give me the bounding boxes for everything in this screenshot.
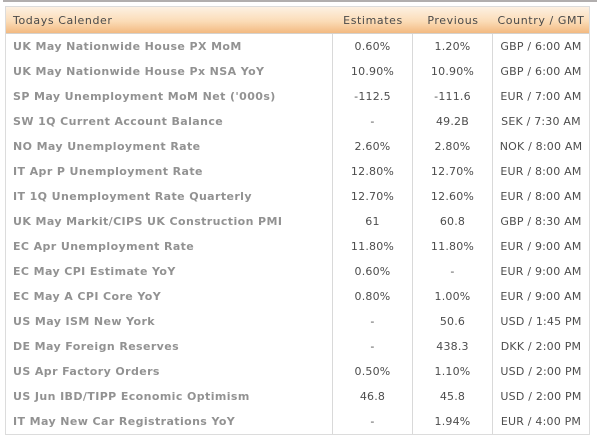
estimate-value: -	[333, 109, 413, 134]
table-row: US May ISM New York - 50.6 USD / 1:45 PM	[6, 309, 589, 334]
previous-value: 12.60%	[413, 184, 493, 209]
previous-value: -	[413, 259, 493, 284]
country-gmt: EUR / 9:00 AM	[500, 290, 582, 303]
previous-value: 11.80%	[413, 234, 493, 259]
country-gmt: GBP / 6:00 AM	[500, 65, 582, 78]
estimate-value: -	[333, 309, 413, 334]
table-row: US Jun IBD/TIPP Economic Optimism 46.8 4…	[6, 384, 589, 409]
country-gmt: USD / 2:00 PM	[500, 390, 582, 403]
table-row: NO May Unemployment Rate 2.60% 2.80% NOK…	[6, 134, 589, 159]
table-row: IT May New Car Registrations YoY - 1.94%…	[6, 409, 589, 434]
table-header-row: Todays Calender Estimates Previous Count…	[6, 7, 589, 34]
event-name: UK May Nationwide House Px NSA YoY	[6, 59, 333, 84]
table-row: US Apr Factory Orders 0.50% 1.10% USD / …	[6, 359, 589, 384]
estimate-value: 0.50%	[333, 359, 413, 384]
event-name: IT 1Q Unemployment Rate Quarterly	[6, 184, 333, 209]
country-gmt: EUR / 8:00 AM	[500, 165, 582, 178]
previous-value: 10.90%	[413, 59, 493, 84]
event-name: SP May Unemployment MoM Net ('000s)	[6, 84, 333, 109]
column-header-estimates: Estimates	[343, 13, 403, 27]
estimate-value: -112.5	[333, 84, 413, 109]
country-gmt: EUR / 9:00 AM	[500, 265, 582, 278]
event-name: NO May Unemployment Rate	[6, 134, 333, 159]
previous-value: 1.00%	[413, 284, 493, 309]
previous-value: 1.10%	[413, 359, 493, 384]
estimate-value: 12.70%	[333, 184, 413, 209]
estimate-value: 2.60%	[333, 134, 413, 159]
event-name: EC Apr Unemployment Rate	[6, 234, 333, 259]
previous-value: 1.20%	[413, 34, 493, 59]
estimate-value: 0.80%	[333, 284, 413, 309]
country-gmt: NOK / 8:00 AM	[499, 140, 583, 153]
top-divider	[3, 0, 597, 2]
country-gmt: EUR / 9:00 AM	[500, 240, 582, 253]
table-row: UK May Nationwide House PX MoM 0.60% 1.2…	[6, 34, 589, 59]
country-gmt: EUR / 8:00 AM	[500, 190, 582, 203]
table-row: EC May A CPI Core YoY 0.80% 1.00% EUR / …	[6, 284, 589, 309]
event-name: EC May A CPI Core YoY	[6, 284, 333, 309]
table-row: DE May Foreign Reserves - 438.3 DKK / 2:…	[6, 334, 589, 359]
event-name: IT Apr P Unemployment Rate	[6, 159, 333, 184]
event-name: US May ISM New York	[6, 309, 333, 334]
country-gmt: GBP / 8:30 AM	[500, 215, 582, 228]
estimate-value: -	[333, 334, 413, 359]
previous-value: 2.80%	[413, 134, 493, 159]
country-gmt: SEK / 7:30 AM	[501, 115, 581, 128]
table-row: UK May Nationwide House Px NSA YoY 10.90…	[6, 59, 589, 84]
table-row: EC May CPI Estimate YoY 0.60% - EUR / 9:…	[6, 259, 589, 284]
previous-value: 12.70%	[413, 159, 493, 184]
estimate-value: -	[333, 409, 413, 434]
estimate-value: 11.80%	[333, 234, 413, 259]
table-row: UK May Markit/CIPS UK Construction PMI 6…	[6, 209, 589, 234]
column-header-previous: Previous	[427, 13, 479, 27]
event-name: IT May New Car Registrations YoY	[6, 409, 333, 434]
event-name: EC May CPI Estimate YoY	[6, 259, 333, 284]
event-name: UK May Nationwide House PX MoM	[6, 34, 333, 59]
previous-value: 438.3	[413, 334, 493, 359]
country-gmt: EUR / 4:00 PM	[500, 415, 582, 428]
table-row: IT Apr P Unemployment Rate 12.80% 12.70%…	[6, 159, 589, 184]
estimate-value: 61	[333, 209, 413, 234]
event-name: US Apr Factory Orders	[6, 359, 333, 384]
estimate-value: 0.60%	[333, 34, 413, 59]
column-header-country-gmt: Country / GMT	[497, 13, 585, 27]
estimate-value: 10.90%	[333, 59, 413, 84]
event-name: SW 1Q Current Account Balance	[6, 109, 333, 134]
country-gmt: EUR / 7:00 AM	[500, 90, 582, 103]
country-gmt: GBP / 6:00 AM	[500, 40, 582, 53]
previous-value: 60.8	[413, 209, 493, 234]
column-header-todays-calender: Todays Calender	[13, 13, 113, 27]
country-gmt: DKK / 2:00 PM	[500, 340, 582, 353]
table-row: SW 1Q Current Account Balance - 49.2B SE…	[6, 109, 589, 134]
table-row: EC Apr Unemployment Rate 11.80% 11.80% E…	[6, 234, 589, 259]
previous-value: 1.94%	[413, 409, 493, 434]
table-row: SP May Unemployment MoM Net ('000s) -112…	[6, 84, 589, 109]
table-row: IT 1Q Unemployment Rate Quarterly 12.70%…	[6, 184, 589, 209]
country-gmt: USD / 2:00 PM	[500, 365, 582, 378]
event-name: US Jun IBD/TIPP Economic Optimism	[6, 384, 333, 409]
estimate-value: 0.60%	[333, 259, 413, 284]
estimate-value: 46.8	[333, 384, 413, 409]
previous-value: 50.6	[413, 309, 493, 334]
economic-calendar-table: Todays Calender Estimates Previous Count…	[5, 6, 590, 435]
previous-value: 49.2B	[413, 109, 493, 134]
previous-value: -111.6	[413, 84, 493, 109]
previous-value: 45.8	[413, 384, 493, 409]
estimate-value: 12.80%	[333, 159, 413, 184]
event-name: DE May Foreign Reserves	[6, 334, 333, 359]
country-gmt: USD / 1:45 PM	[500, 315, 582, 328]
table-body: UK May Nationwide House PX MoM 0.60% 1.2…	[6, 34, 589, 434]
event-name: UK May Markit/CIPS UK Construction PMI	[6, 209, 333, 234]
